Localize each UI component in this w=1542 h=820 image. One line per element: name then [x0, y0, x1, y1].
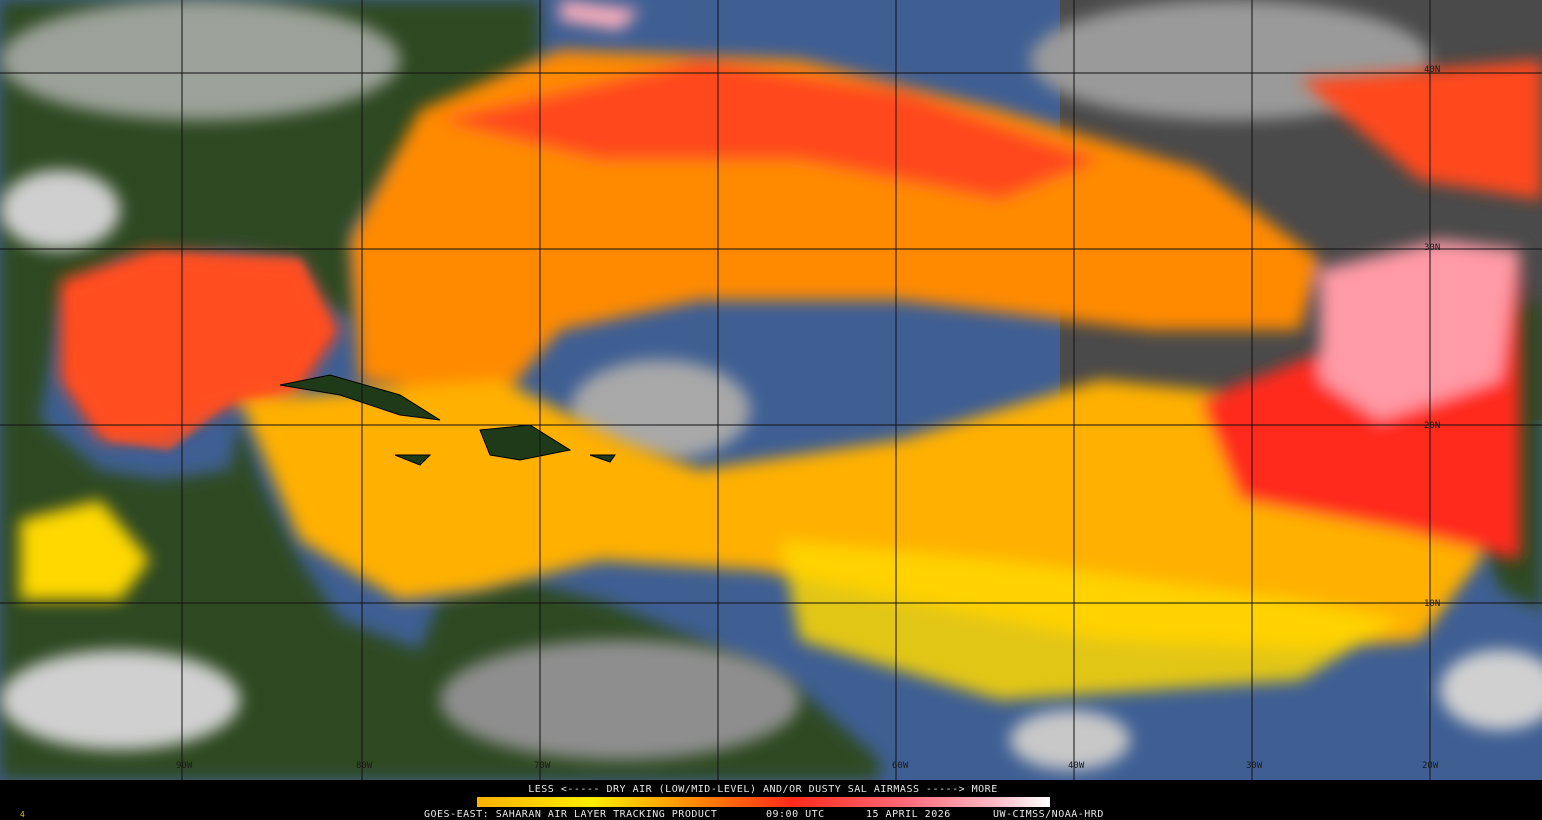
- credit: UW-CIMSS/NOAA-HRD: [993, 809, 1104, 820]
- frame-number: 4: [20, 810, 25, 819]
- color-scale: [477, 797, 1050, 807]
- satellite-image: 40N 30N 20N 10N 90W 80W 70W 60W 40W 30W 20W: [0, 0, 1542, 780]
- latitude-label: 10N: [1424, 599, 1440, 609]
- longitude-label: 70W: [534, 761, 551, 771]
- time: 09:00 UTC: [766, 809, 825, 820]
- longitude-label: 40W: [1068, 761, 1085, 771]
- date: 15 APRIL 2026: [866, 809, 951, 820]
- latitude-label: 30N: [1424, 243, 1440, 253]
- longitude-label: 30W: [1246, 761, 1263, 771]
- islands: [279, 374, 616, 466]
- grid-labels: 40N 30N 20N 10N 90W 80W 70W 60W 40W 30W 20W: [176, 65, 1440, 771]
- latitude-label: 20N: [1424, 421, 1440, 431]
- latitude-label: 40N: [1424, 65, 1440, 75]
- gulf-mexico-dry-air: [70, 255, 330, 450]
- legend-bar: LESS <----- DRY AIR (LOW/MID-LEVEL) AND/…: [0, 780, 1542, 820]
- longitude-label: 90W: [176, 761, 193, 771]
- grid: [0, 0, 1542, 780]
- legend-caption: LESS <----- DRY AIR (LOW/MID-LEVEL) AND/…: [528, 784, 997, 795]
- longitude-label: 60W: [892, 761, 909, 771]
- product-name: GOES-EAST: SAHARAN AIR LAYER TRACKING PR…: [424, 809, 717, 820]
- longitude-label: 20W: [1422, 761, 1439, 771]
- longitude-label: 80W: [356, 761, 373, 771]
- clouds: [0, 0, 1542, 770]
